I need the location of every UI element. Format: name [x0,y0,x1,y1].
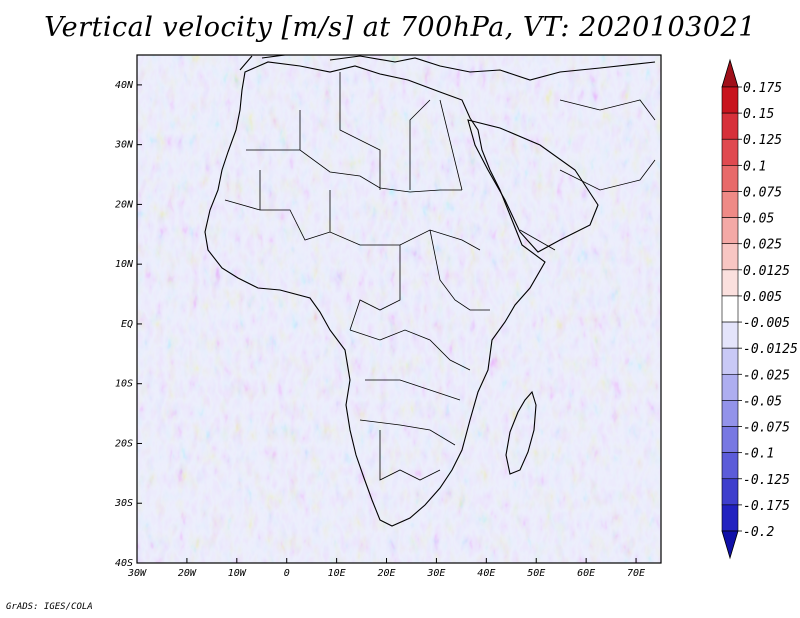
colorbar-swatch [721,504,739,532]
colorbar-swatch [721,426,739,453]
lon-tick-label: 20E [377,568,395,579]
colorbar-label: -0.05 [743,394,782,409]
colorbar-swatch [721,452,739,480]
colorbar-label: -0.2 [743,525,774,540]
colorbar-swatch [721,112,739,140]
velocity-field-texture [137,55,661,563]
lat-tick-label: 30N [114,140,134,151]
colorbar-bottom-arrow [721,530,739,560]
colorbar-label: 0.025 [743,238,782,253]
lon-tick-label: 50E [527,568,545,579]
colorbar-swatch [721,86,739,114]
colorbar-swatch [721,295,739,323]
colorbar-label: -0.005 [743,316,790,331]
political-borders [224,72,656,481]
colorbar-label: -0.1 [743,447,774,462]
lon-tick-label: 30W [127,568,147,579]
colorbar-label: -0.0125 [743,342,798,357]
lon-tick-label: 30E [426,568,445,579]
colorbar-swatch [721,347,739,375]
lat-tick-label: 10S [115,379,133,390]
lon-tick-label: 20W [178,568,197,579]
colorbar-label: 0.005 [743,290,782,305]
lat-tick-label: EQ [121,319,133,330]
lon-tick-label: 10W [228,568,247,579]
lon-tick-label: 60E [577,568,595,579]
lat-tick-label: 10N [115,259,134,270]
colorbar-label: -0.025 [743,368,790,383]
colorbar-label: -0.125 [743,473,790,488]
lon-tick-label: 70E [627,568,645,579]
colorbar: 0.175 0.15 0.125 0.1 0.075 0.05 0.025 0.0125 0.0… [721,58,798,560]
colorbar-swatch [721,321,739,349]
colorbar-swatch [721,217,739,245]
colorbar-label: -0.075 [743,421,790,436]
colorbar-swatch [721,138,739,166]
colorbar-label: 0.05 [743,212,774,227]
page-title: Vertical velocity [m/s] at 700hPa, VT: 2… [44,12,756,43]
longitude-axis: 30W 20W 10W 0 10E 20E 30E 40E 50E 60E 70E [127,558,645,579]
map-frame [136,54,662,564]
lat-tick-label: 20S [115,438,133,449]
colorbar-swatch [721,165,739,192]
lon-tick-label: 40E [477,568,495,579]
colorbar-swatch [721,243,739,271]
latitude-axis: 40S 30S 20S 10S EQ 10N 20N 30N 40N [114,80,142,569]
colorbar-swatch [721,478,739,506]
colorbar-label: 0.15 [743,107,774,122]
arabia-coastline [467,119,599,253]
lat-tick-label: 30S [114,498,133,509]
africa-coastline [204,61,546,527]
madagascar-coastline [505,390,537,475]
colorbar-label: 0.075 [743,185,782,200]
map-panel [136,54,662,564]
coastline-and-borders [204,55,656,527]
lon-tick-label: 0 [284,568,290,579]
colorbar-swatch [721,373,739,401]
lat-tick-label: 40S [115,558,133,569]
lat-tick-label: 20N [115,199,134,210]
colorbar-top-arrow [721,58,739,88]
colorbar-label: -0.175 [743,499,790,514]
colorbar-swatch [721,269,739,297]
colorbar-label: 0.1 [743,159,766,174]
colorbar-label: 0.175 [743,81,782,96]
lon-tick-label: 10E [328,568,346,579]
colorbar-swatch [721,191,739,218]
colorbar-label: 0.0125 [743,264,790,279]
colorbar-label: 0.125 [743,133,782,148]
grads-credit: GrADS: IGES/COLA [6,602,93,612]
colorbar-swatch [721,400,739,427]
lat-tick-label: 40N [115,80,134,91]
